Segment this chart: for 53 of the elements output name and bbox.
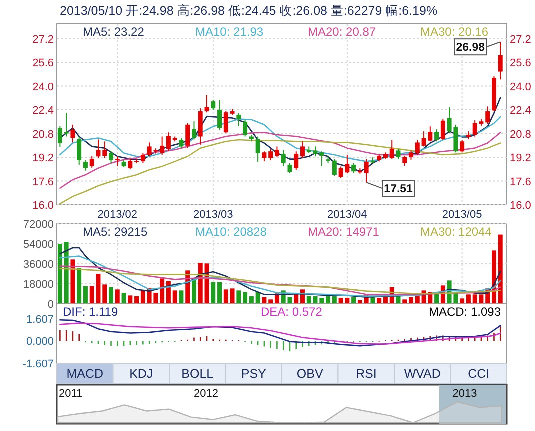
y2-tick-label: 20.8 bbox=[510, 128, 532, 141]
text: 2011 bbox=[59, 388, 83, 400]
y2-tick-label: 19.2 bbox=[510, 152, 532, 165]
y-tick-label: 16.0 bbox=[32, 200, 54, 212]
y2-tick-label: 25.6 bbox=[510, 58, 532, 70]
text: MA10: 20828 bbox=[196, 225, 268, 239]
text: CCI bbox=[468, 367, 490, 381]
y-tick-label: 27.2 bbox=[32, 34, 54, 46]
y-tick-label: 54000 bbox=[23, 239, 54, 251]
y-tick-label: 17.6 bbox=[32, 176, 54, 188]
y-tick-label: 72000 bbox=[23, 219, 54, 231]
y-tick-label: 0.000 bbox=[26, 336, 54, 348]
y-tick-label: 24.0 bbox=[32, 81, 54, 94]
text: 2012 bbox=[194, 388, 218, 400]
x-tick-label: 2013/02 bbox=[98, 209, 138, 221]
text: MA5: 23.22 bbox=[83, 25, 145, 39]
text: RSI bbox=[356, 367, 377, 381]
x-tick-label: 2013/05 bbox=[442, 209, 482, 221]
y2-tick-label: 17.6 bbox=[510, 176, 532, 188]
text: 2013 bbox=[452, 388, 478, 400]
chart-title: 2013/05/10 开:24.98 高:26.98 低:24.45 收:26.08 量:62279 幅:6.19% bbox=[60, 3, 438, 18]
series-label: MA5: 29215 bbox=[83, 225, 148, 239]
y-tick-label: 1.607 bbox=[26, 314, 54, 326]
y-tick-label: 19.2 bbox=[32, 152, 54, 165]
y-tick-label: 22.4 bbox=[32, 105, 54, 118]
annotation: 26.98 bbox=[456, 42, 486, 54]
text: PSY bbox=[241, 367, 268, 381]
y-tick-label: 20.8 bbox=[32, 128, 54, 141]
y-tick-label: -1.607 bbox=[22, 358, 54, 370]
y2-tick-label: 27.2 bbox=[510, 34, 532, 46]
y-tick-label: 36000 bbox=[23, 259, 54, 271]
x-tick-label: 2013/04 bbox=[328, 209, 368, 221]
text: OBV bbox=[296, 367, 324, 381]
text: KDJ bbox=[130, 367, 154, 381]
annotation: 17.51 bbox=[384, 184, 414, 196]
text: MA30: 20.16 bbox=[420, 25, 489, 39]
text: WVAD bbox=[404, 367, 441, 381]
series-label: MACD: 1.093 bbox=[428, 305, 502, 319]
y2-tick-label: 24.0 bbox=[510, 81, 532, 94]
text: BOLL bbox=[182, 367, 214, 381]
text: MA20: 20.87 bbox=[308, 25, 376, 39]
series-label: DIF: 1.119 bbox=[63, 305, 118, 319]
y2-tick-label: 22.4 bbox=[510, 105, 532, 118]
series-label: DEA: 0.572 bbox=[261, 305, 323, 319]
text: MA10: 21.93 bbox=[196, 25, 264, 39]
y-tick-label: 25.6 bbox=[32, 58, 54, 70]
x-tick-label: 2013/03 bbox=[194, 209, 234, 221]
text: MA30: 12044 bbox=[420, 225, 492, 239]
y-tick-label: 0 bbox=[48, 299, 54, 311]
y-tick-label: 18000 bbox=[23, 279, 54, 291]
text: MA20: 14971 bbox=[308, 225, 380, 239]
y2-tick-label: 16.0 bbox=[510, 200, 532, 212]
text: MACD bbox=[66, 367, 104, 381]
